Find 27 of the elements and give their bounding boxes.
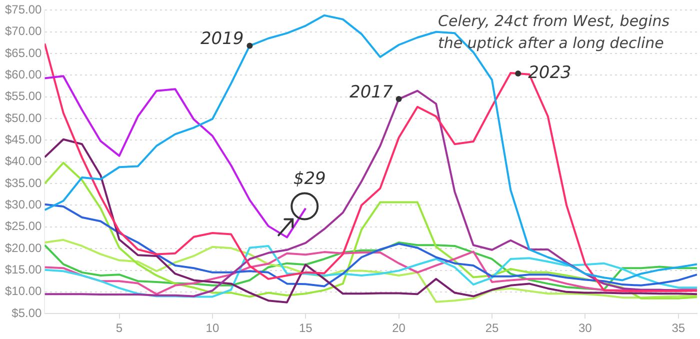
y-tick-label: $30.00 (5, 198, 42, 212)
y-tick-label: $10.00 (5, 284, 42, 298)
y-tick-label: $65.00 (5, 46, 42, 60)
y-tick-label: $35.00 (5, 176, 42, 190)
y-tick-label: $15.00 (5, 262, 42, 277)
x-tick-label: 20 (392, 321, 406, 336)
y-tick-label: $40.00 (5, 154, 42, 168)
annotation: Celery, 24ct from West, begins the uptick after a long decline (437, 11, 671, 54)
x-tick-label: 30 (578, 321, 592, 336)
x-tick-label: 25 (485, 321, 499, 336)
y-tick-label: $45.00 (5, 132, 42, 147)
y-tick-label: $70.00 (5, 24, 42, 38)
y-tick-label: $60.00 (5, 68, 42, 82)
annotation: 2017 (350, 82, 393, 102)
annotation: 2023 (528, 62, 572, 83)
y-tick-label: $25.00 (5, 219, 42, 234)
x-tick-label: 15 (298, 321, 313, 336)
y-tick-label: $75.00 (5, 2, 42, 17)
x-tick-label: 10 (206, 321, 220, 336)
y-tick-label: $5.00 (12, 306, 42, 320)
annotation: 2019 (200, 29, 244, 50)
y-tick-label: $50.00 (5, 110, 42, 125)
x-tick-label: 35 (672, 321, 686, 336)
annotation: $29 (293, 169, 326, 190)
x-tick-label: 5 (116, 321, 123, 336)
y-tick-label: $55.00 (5, 89, 42, 104)
y-tick-label: $20.00 (5, 240, 42, 255)
